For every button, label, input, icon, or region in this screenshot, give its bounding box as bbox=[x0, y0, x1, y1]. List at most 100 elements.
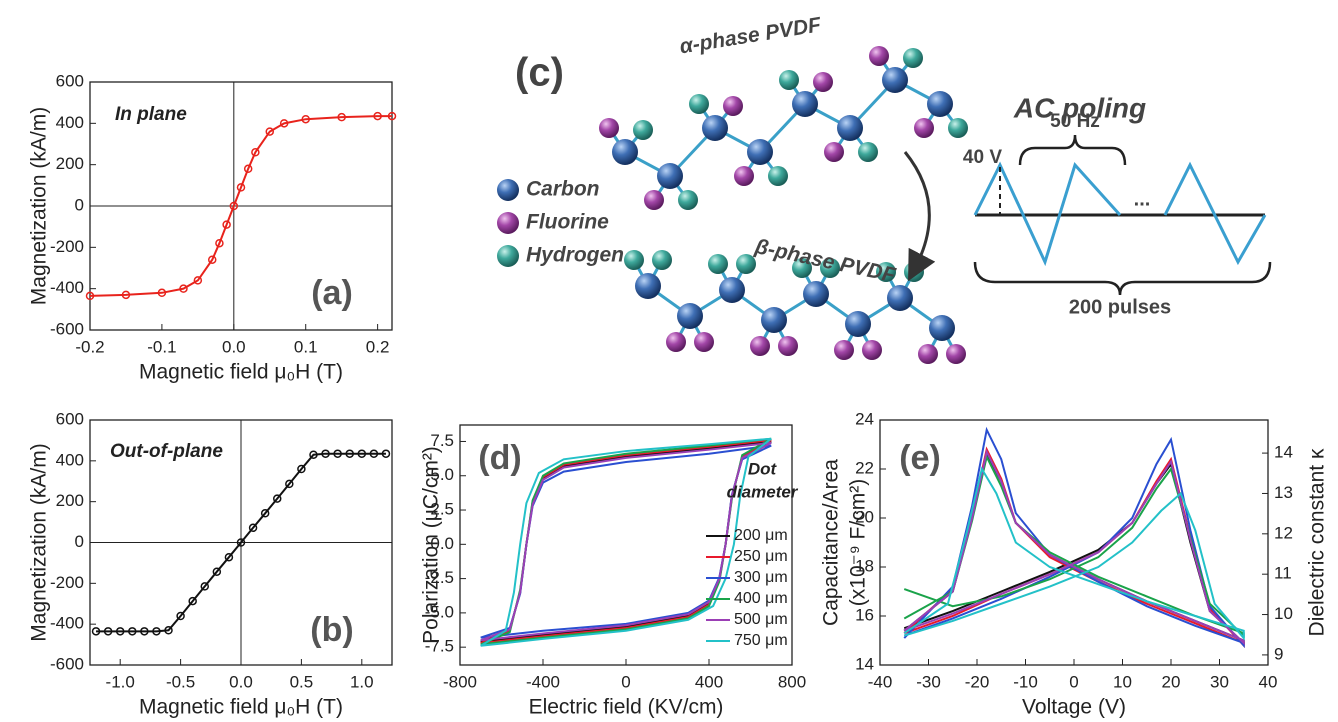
annotation: (d) bbox=[478, 439, 521, 477]
y-axis-label: Magnetization (kA/m) bbox=[28, 443, 51, 641]
legend-carbon: Carbon bbox=[526, 178, 600, 201]
legend-label: 500 μm bbox=[734, 611, 788, 628]
series-line bbox=[96, 452, 386, 633]
atom bbox=[666, 332, 686, 352]
x-tick-label: 1.0 bbox=[350, 672, 374, 691]
marker bbox=[212, 567, 222, 576]
y2-tick-label: 12 bbox=[1274, 523, 1293, 542]
marker bbox=[381, 449, 391, 458]
atom bbox=[929, 315, 955, 341]
atom bbox=[694, 332, 714, 352]
atom bbox=[652, 250, 672, 270]
legend-label: 250 μm bbox=[734, 548, 788, 565]
x-tick-label: -0.5 bbox=[166, 672, 195, 691]
atom bbox=[778, 336, 798, 356]
atom bbox=[803, 281, 829, 307]
series-line bbox=[480, 441, 772, 642]
marker bbox=[272, 494, 282, 503]
atom bbox=[644, 190, 664, 210]
marker bbox=[229, 201, 239, 211]
atom bbox=[747, 139, 773, 165]
y2-axis-label: Dielectric constant κ bbox=[1306, 448, 1329, 636]
y-tick-label: 14 bbox=[855, 654, 874, 673]
annotation: (e) bbox=[899, 439, 941, 477]
marker bbox=[103, 627, 113, 636]
marker bbox=[251, 148, 260, 157]
atom bbox=[612, 139, 638, 165]
y-tick-label: 0 bbox=[75, 532, 84, 551]
y-tick-label: 0 bbox=[75, 195, 84, 214]
y-tick-label: 400 bbox=[56, 113, 84, 132]
marker bbox=[309, 450, 318, 459]
annotation: (b) bbox=[310, 611, 353, 649]
y-tick-label: -200 bbox=[50, 573, 84, 592]
marker bbox=[248, 523, 258, 533]
marker bbox=[369, 449, 379, 458]
x-tick-label: -20 bbox=[965, 672, 990, 691]
y-tick-label: -7.5 bbox=[425, 637, 454, 656]
y-tick-label: 20 bbox=[855, 507, 874, 526]
marker bbox=[140, 627, 149, 636]
atom bbox=[792, 91, 818, 117]
atom bbox=[903, 48, 923, 68]
marker bbox=[357, 449, 367, 458]
x-tick-label: 0 bbox=[1069, 672, 1078, 691]
y-tick-label: 0.0 bbox=[430, 534, 454, 553]
y-tick-label: 600 bbox=[56, 409, 84, 428]
atom bbox=[845, 311, 871, 337]
marker bbox=[179, 284, 188, 293]
y2-tick-label: 9 bbox=[1274, 644, 1283, 663]
atom bbox=[869, 46, 889, 66]
x-tick-label: 800 bbox=[778, 672, 806, 691]
annotation: In plane bbox=[115, 104, 187, 125]
x-axis-label: Magnetic field μ₀H (T) bbox=[139, 361, 343, 384]
atom bbox=[599, 118, 619, 138]
legend-hydrogen: Hydrogen bbox=[526, 244, 624, 267]
alpha-label: α-phase PVDF bbox=[678, 13, 824, 58]
marker bbox=[236, 183, 246, 192]
y-tick-label: 5.0 bbox=[430, 465, 454, 484]
atom bbox=[736, 254, 756, 274]
marker bbox=[260, 509, 270, 518]
atom bbox=[882, 67, 908, 93]
legend-label: 400 μm bbox=[734, 590, 788, 607]
ellipsis: ... bbox=[1134, 188, 1151, 210]
y-tick-label: -200 bbox=[50, 237, 84, 256]
marker bbox=[222, 220, 231, 229]
atom bbox=[862, 340, 882, 360]
y-tick-label: -2.5 bbox=[425, 568, 454, 587]
atom bbox=[918, 344, 938, 364]
marker bbox=[200, 582, 210, 591]
marker bbox=[387, 111, 397, 121]
x-tick-label: -40 bbox=[868, 672, 893, 691]
diagram-c: (c) α-phase PVDF β-phase PVDF Carbon Flu… bbox=[497, 13, 1272, 364]
y-tick-label: 2.5 bbox=[430, 500, 454, 519]
poling-title: AC poling bbox=[1013, 92, 1146, 123]
x-tick-label: 10 bbox=[1113, 672, 1132, 691]
legend-label: 300 μm bbox=[734, 569, 788, 586]
series-line bbox=[480, 444, 772, 639]
x-tick-label: 0 bbox=[621, 672, 630, 691]
x-tick-label: 0.1 bbox=[294, 337, 318, 356]
hydrogen-key bbox=[497, 245, 519, 267]
marker bbox=[157, 288, 167, 298]
x-tick-label: 0.0 bbox=[229, 672, 253, 691]
y-tick-label: 200 bbox=[56, 491, 84, 510]
atom bbox=[946, 344, 966, 364]
series-line bbox=[903, 466, 1245, 641]
panel-label: (c) bbox=[515, 51, 564, 95]
y-tick-label: 7.5 bbox=[430, 431, 454, 450]
marker bbox=[121, 290, 131, 300]
marker bbox=[236, 538, 246, 547]
atom bbox=[779, 70, 799, 90]
series-line bbox=[480, 440, 772, 643]
legend-label: 200 μm bbox=[734, 527, 788, 544]
x-tick-label: 40 bbox=[1259, 672, 1278, 691]
marker bbox=[333, 449, 342, 458]
annotation: (a) bbox=[311, 274, 353, 312]
x-tick-label: 0.2 bbox=[366, 337, 390, 356]
atom bbox=[792, 258, 812, 278]
marker bbox=[215, 238, 224, 248]
carbon-key bbox=[497, 179, 519, 201]
